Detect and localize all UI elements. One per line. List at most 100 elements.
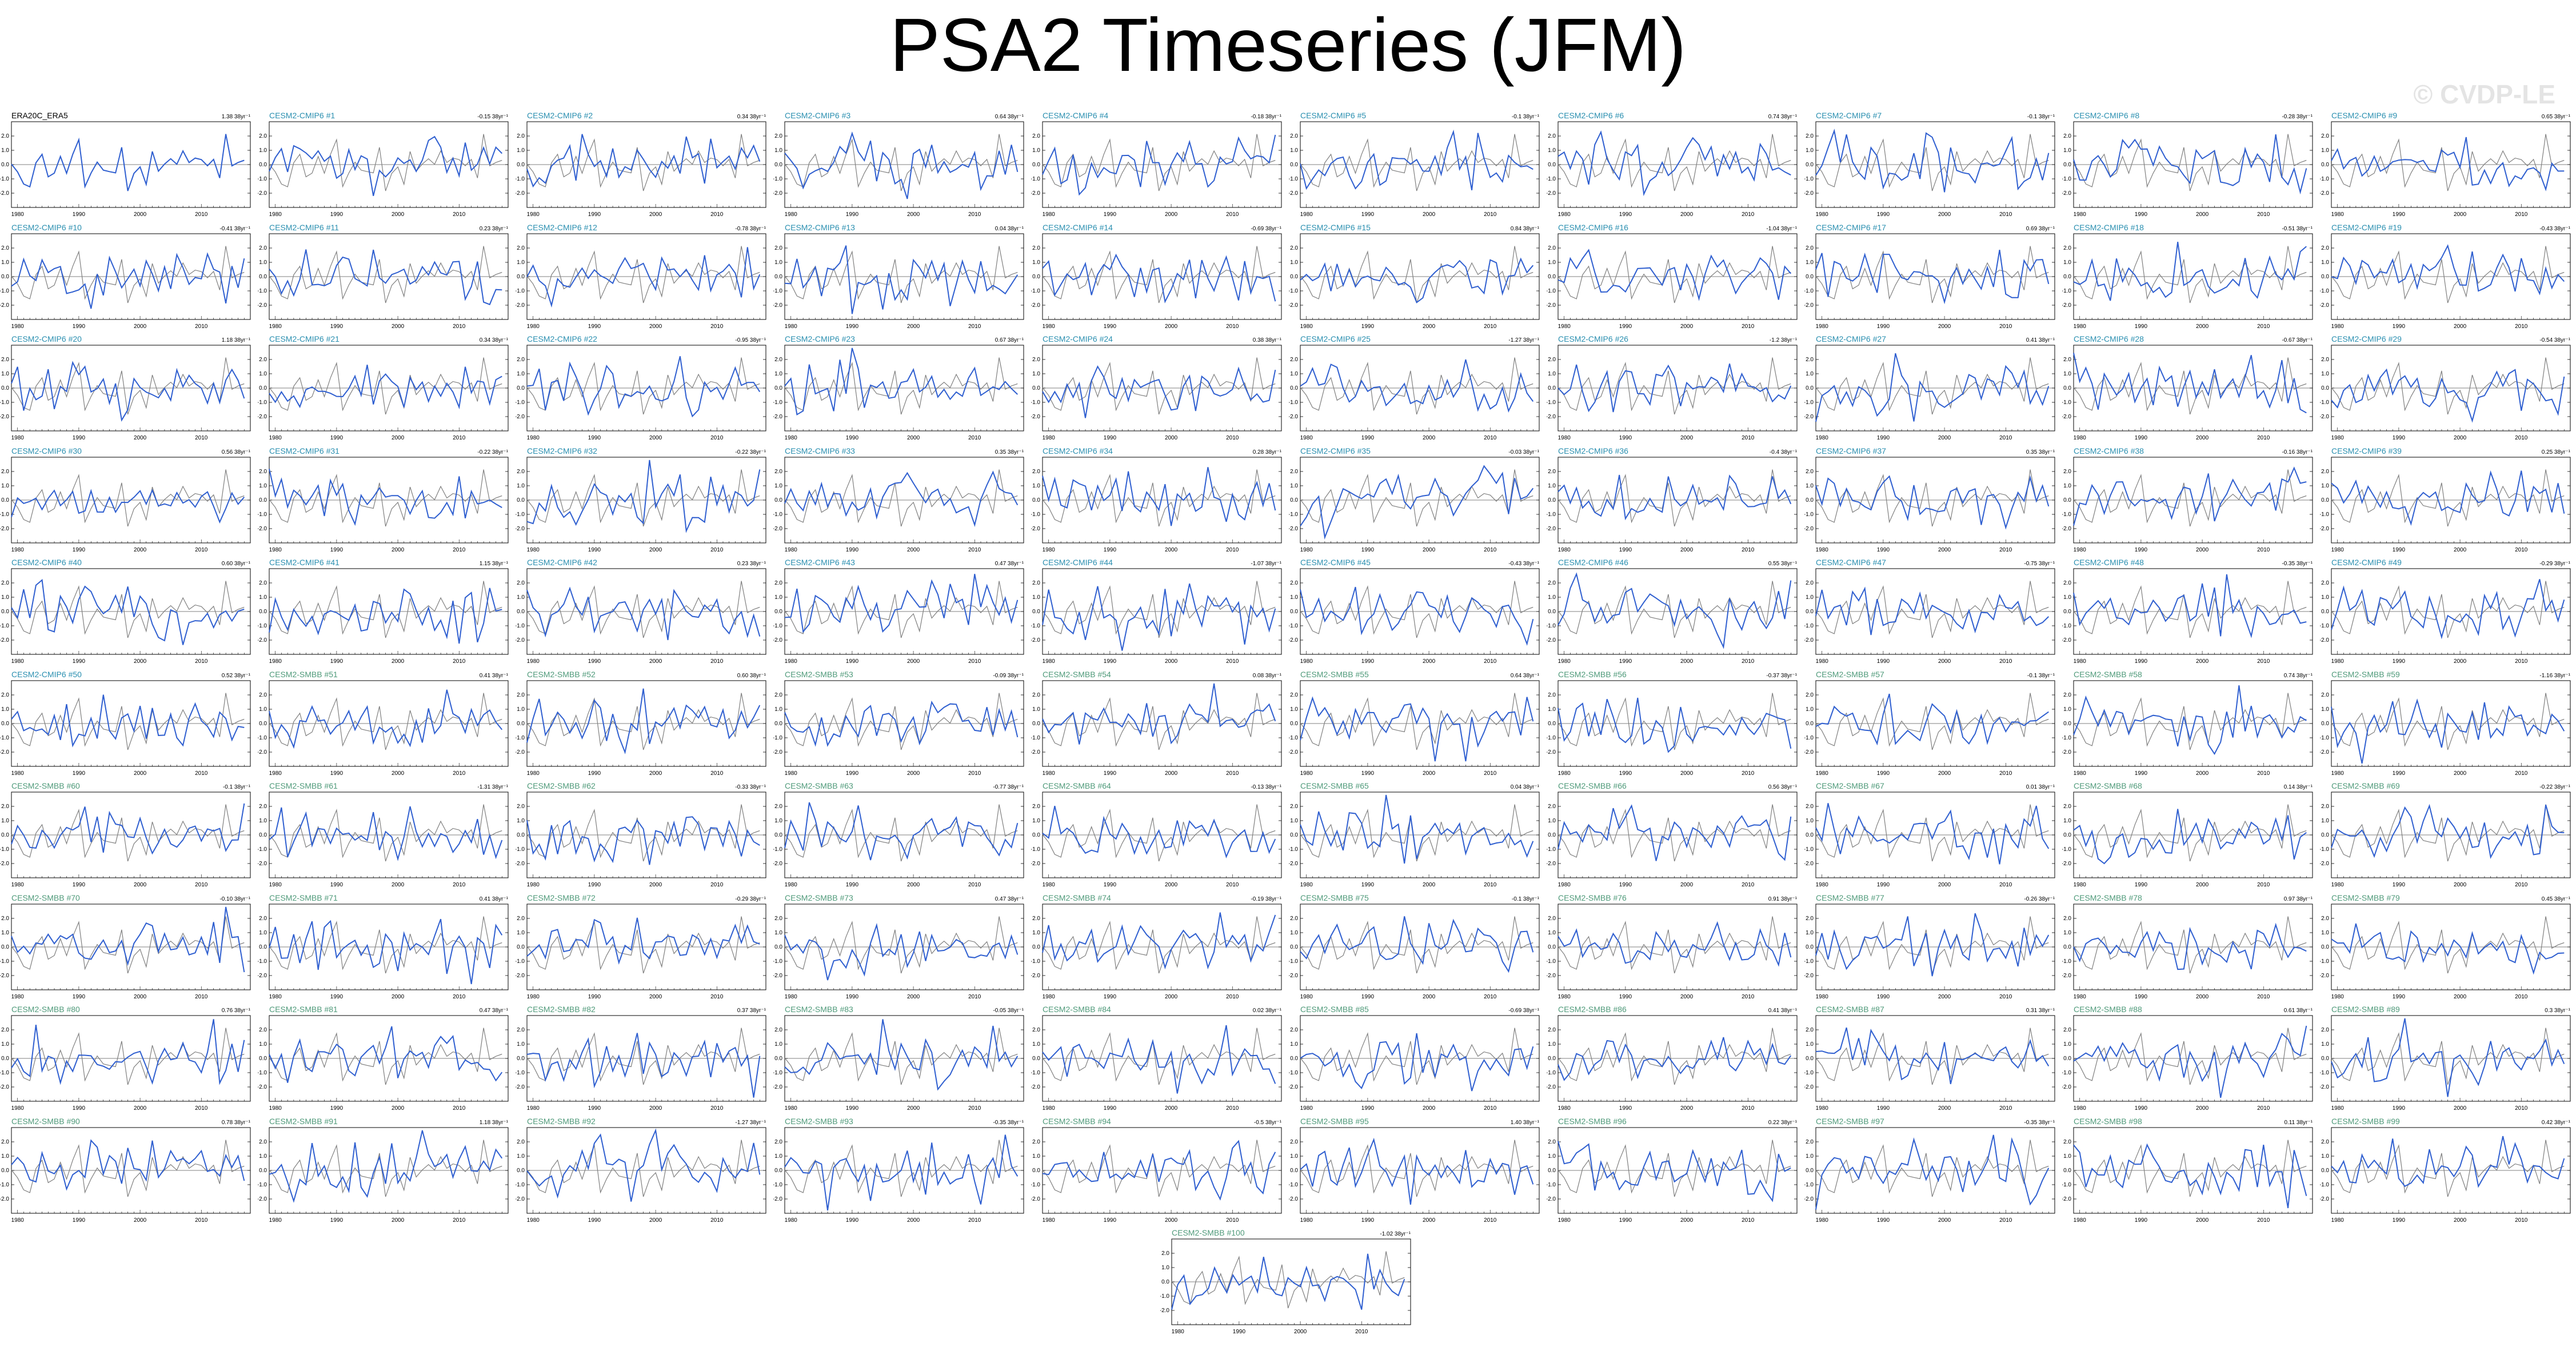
x-tick-label: 1980	[1043, 770, 1056, 776]
x-tick-label: 1980	[1558, 547, 1571, 552]
panel-title: CESM2-CMIP6 #43	[785, 558, 855, 567]
panel-47: CESM2-CMIP6 #46 0.55 38yr⁻¹ -2.0 -1.0 0.0 1.0…	[1547, 558, 1798, 663]
y-tick-label: 2.0	[2321, 133, 2329, 139]
y-tick-label: 2.0	[2321, 692, 2329, 698]
x-tick-label: 1980	[1300, 994, 1313, 999]
y-tick-label: -2.0	[516, 973, 525, 979]
y-tick-label: -2.0	[1031, 637, 1040, 643]
x-tick-label: 2000	[1423, 323, 1436, 329]
x-tick-label: 1990	[1877, 994, 1890, 999]
y-tick-label: 0.0	[1548, 944, 1556, 950]
x-tick-label: 2010	[195, 994, 208, 999]
x-tick-label: 2000	[134, 435, 147, 440]
member-series-line	[1300, 916, 1534, 973]
y-tick-label: 1.0	[1032, 930, 1040, 936]
x-tick-label: 1980	[527, 882, 540, 887]
x-tick-label: 2000	[1423, 435, 1436, 440]
panel-trend-label: -0.22 38yr⁻¹	[2539, 784, 2570, 790]
x-tick-label: 2000	[2454, 770, 2467, 776]
x-tick-label: 1980	[1558, 770, 1571, 776]
panel-trend-label: 0.35 38yr⁻¹	[2026, 449, 2055, 455]
y-tick-label: -2.0	[2062, 637, 2071, 643]
x-tick-label: 1980	[1300, 435, 1313, 440]
member-series-line	[1815, 249, 2050, 304]
x-tick-label: 2000	[1680, 658, 1694, 663]
y-tick-label: -2.0	[1289, 414, 1298, 420]
y-tick-label: -1.0	[2320, 735, 2329, 741]
member-series-line	[526, 246, 761, 307]
y-tick-label: 1.0	[1032, 259, 1040, 266]
observed-series-line	[1042, 469, 1276, 526]
y-tick-label: 0.0	[2063, 162, 2071, 168]
x-tick-label: 1990	[846, 882, 859, 887]
y-tick-label: 1.0	[2321, 594, 2329, 601]
y-tick-label: -1.0	[1804, 958, 1814, 965]
member-series-line	[11, 803, 245, 855]
x-tick-label: 1990	[2135, 211, 2148, 217]
x-tick-label: 1990	[73, 882, 86, 887]
panel-trend-label: -0.29 38yr⁻¹	[2539, 561, 2570, 567]
y-tick-label: 0.0	[517, 944, 525, 950]
x-tick-label: 1980	[1043, 882, 1056, 887]
x-tick-label: 2000	[392, 770, 405, 776]
panel-title: CESM2-CMIP6 #14	[1043, 223, 1113, 232]
x-tick-label: 2010	[1742, 547, 1755, 552]
y-tick-label: 1.0	[2321, 706, 2329, 713]
panel-trend-label: -0.69 38yr⁻¹	[1251, 226, 1281, 232]
y-tick-label: 1.0	[1, 483, 9, 489]
panel-19: CESM2-CMIP6 #18 -0.51 38yr⁻¹ -2.0 -1.0 0.0 1.…	[2062, 223, 2313, 329]
y-tick-label: 0.0	[1290, 944, 1298, 950]
y-tick-label: 2.0	[1032, 357, 1040, 363]
member-series-line	[1042, 365, 1276, 418]
x-tick-label: 2010	[1226, 547, 1239, 552]
y-tick-label: -1.0	[258, 735, 267, 741]
observed-series-line	[1557, 245, 1791, 303]
observed-blue-series-line	[11, 134, 245, 191]
y-tick-label: 2.0	[2321, 804, 2329, 810]
panel-trend-label: -0.26 38yr⁻¹	[2024, 896, 2055, 902]
panel-73: CESM2-SMBB #72 -0.29 38yr⁻¹ -2.0 -1.0 0.0 1.0…	[516, 893, 766, 999]
y-tick-label: 2.0	[517, 245, 525, 251]
y-tick-label: 1.0	[1032, 483, 1040, 489]
observed-series-line	[1300, 469, 1533, 526]
x-tick-label: 2000	[1680, 882, 1694, 887]
y-tick-label: 2.0	[1, 469, 9, 475]
x-tick-label: 2010	[1999, 770, 2012, 776]
observed-series-line	[526, 804, 760, 862]
y-tick-label: 1.0	[1290, 930, 1298, 936]
panel-20: CESM2-CMIP6 #19 -0.43 38yr⁻¹ -2.0 -1.0 0.0 1.…	[2320, 223, 2571, 329]
x-tick-label: 2000	[2196, 435, 2209, 440]
x-tick-label: 2000	[2454, 547, 2467, 552]
y-tick-label: 0.0	[1806, 609, 1814, 615]
x-tick-label: 1980	[785, 658, 798, 663]
y-tick-label: -1.0	[1031, 735, 1040, 741]
x-tick-label: 2010	[1484, 658, 1497, 663]
member-series-line	[269, 689, 503, 749]
x-tick-label: 2000	[134, 323, 147, 329]
x-tick-label: 1990	[2135, 770, 2148, 776]
y-tick-label: 0.0	[1032, 385, 1040, 391]
x-tick-label: 2000	[1680, 994, 1694, 999]
y-tick-label: 0.0	[1806, 497, 1814, 503]
x-tick-label: 2010	[1999, 435, 2012, 440]
x-tick-label: 1980	[785, 882, 798, 887]
y-tick-label: 2.0	[1, 133, 9, 139]
x-tick-label: 1990	[2393, 882, 2406, 887]
x-tick-label: 2010	[968, 435, 981, 440]
y-tick-label: 2.0	[517, 692, 525, 698]
x-tick-label: 1990	[1104, 211, 1117, 217]
y-tick-label: -1.0	[773, 958, 782, 965]
y-tick-label: -2.0	[2320, 637, 2329, 643]
panel-trend-label: -0.33 38yr⁻¹	[735, 784, 766, 790]
member-series-line	[1557, 572, 1792, 649]
observed-series-line	[2331, 469, 2565, 526]
y-tick-label: 2.0	[1032, 804, 1040, 810]
y-tick-label: 1.0	[1806, 371, 1814, 377]
panel-41: CESM2-CMIP6 #40 0.60 38yr⁻¹ -2.0 -1.0 0.0 1.0…	[0, 558, 251, 663]
x-tick-label: 1990	[1619, 770, 1632, 776]
y-tick-label: 0.0	[1032, 832, 1040, 838]
x-tick-label: 1980	[2074, 435, 2087, 440]
member-series-line	[526, 459, 761, 533]
panel-21: CESM2-CMIP6 #20 1.18 38yr⁻¹ -2.0 -1.0 0.0 1.0…	[0, 334, 251, 440]
x-tick-label: 1980	[269, 882, 282, 887]
